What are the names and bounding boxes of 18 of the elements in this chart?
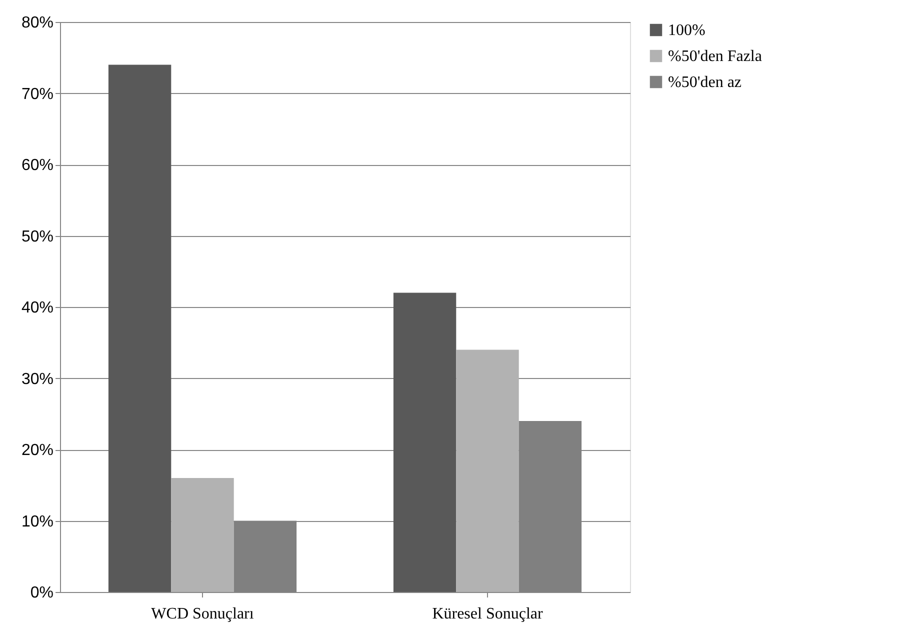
x-tick-label: WCD Sonuçları bbox=[151, 606, 254, 622]
bar bbox=[393, 292, 456, 592]
bar bbox=[456, 350, 519, 592]
y-tick-label: 80% bbox=[21, 14, 54, 32]
legend-label: %50'den az bbox=[668, 74, 742, 91]
legend-label: %50'den Fazla bbox=[668, 48, 762, 65]
y-tick-label: 10% bbox=[21, 513, 54, 530]
y-tick-label: 50% bbox=[21, 228, 54, 246]
y-tick-label: 70% bbox=[21, 86, 54, 103]
y-tick-label: 60% bbox=[21, 157, 54, 174]
y-tick-label: 40% bbox=[21, 300, 54, 316]
legend-label: 100% bbox=[668, 22, 706, 39]
y-tick-label: 30% bbox=[21, 370, 54, 388]
bar bbox=[108, 64, 172, 592]
y-tick-label: 20% bbox=[21, 442, 54, 459]
bar bbox=[171, 478, 234, 592]
y-tick-label: 0% bbox=[30, 584, 54, 602]
x-tick-label: Küresel Sonuçlar bbox=[432, 606, 544, 622]
